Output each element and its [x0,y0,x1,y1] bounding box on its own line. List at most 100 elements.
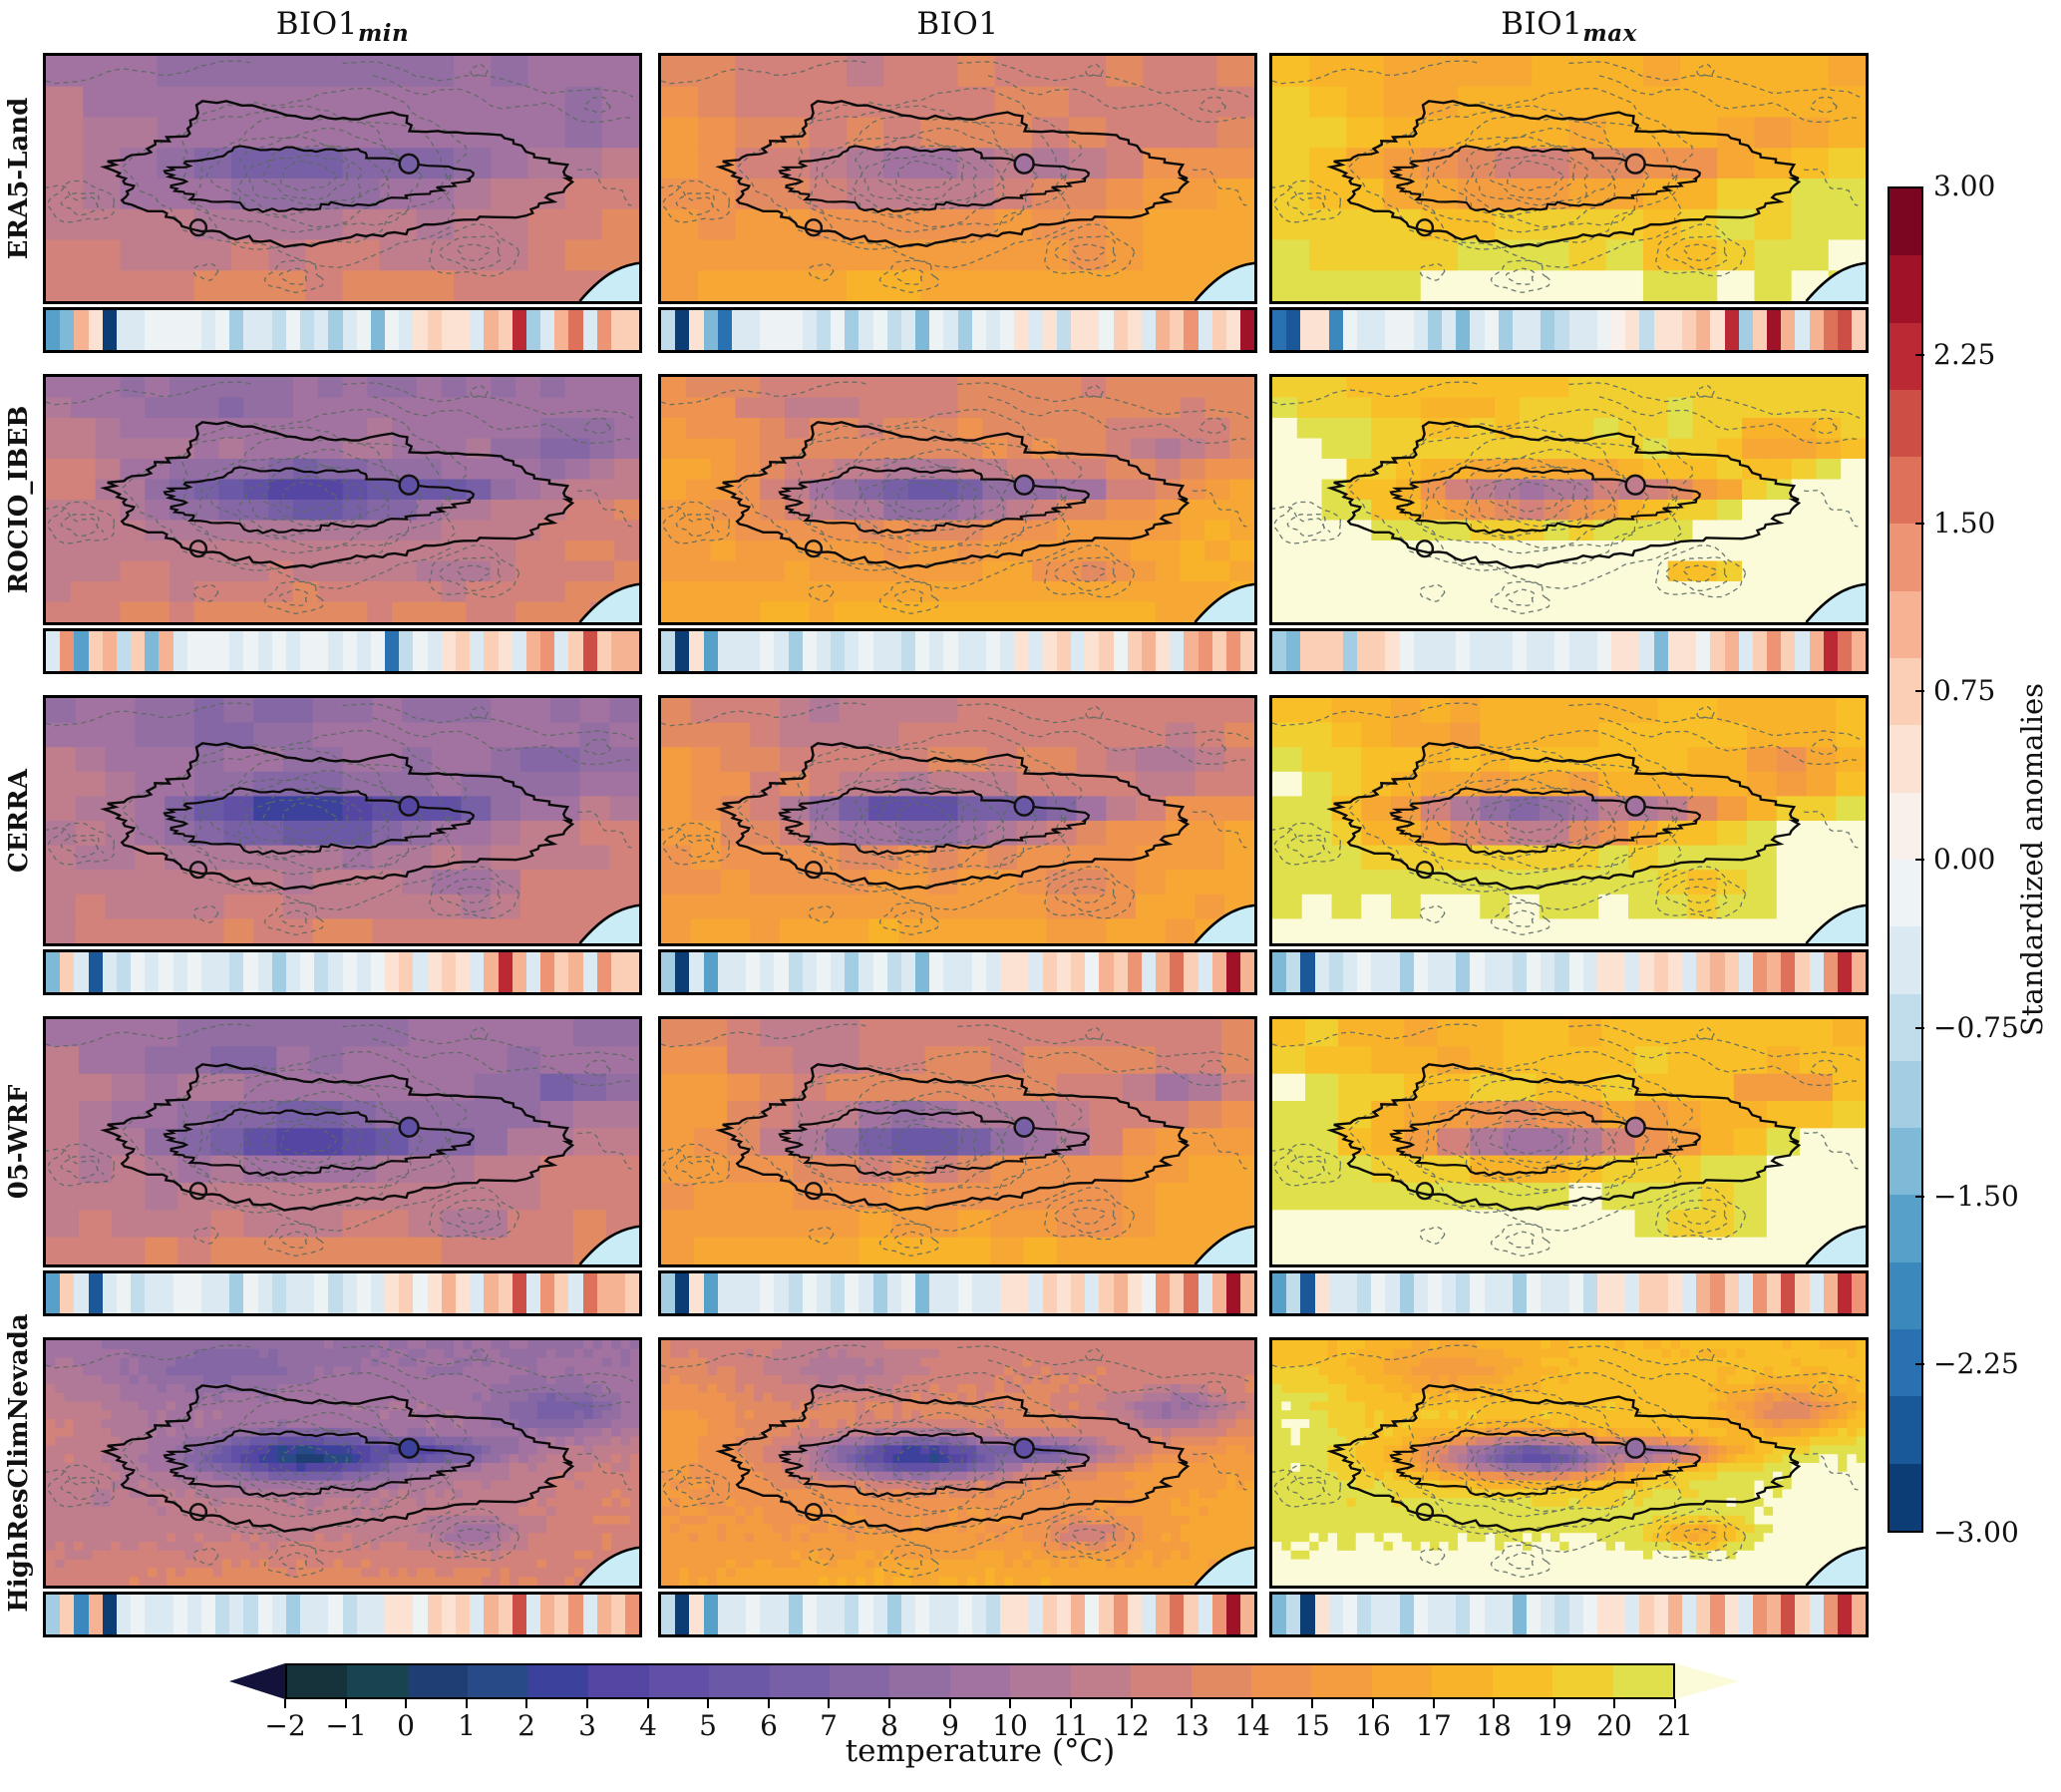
stripe-bar [540,952,555,992]
stripe-bar [1272,952,1287,992]
stripe-bar [1738,952,1753,992]
station-marker [1013,795,1035,817]
station-marker [1013,153,1035,175]
station-marker [1415,1182,1435,1201]
stripe-bar [568,631,583,671]
stripe-bar [1823,952,1838,992]
anomaly-colorbar-tick-label: 0.75 [1933,674,1996,707]
stripe-bar [1399,952,1414,992]
stripe-bar [1028,952,1043,992]
stripe-bar [1225,631,1241,671]
station-marker [1013,474,1035,496]
temperature-colorbar-tick-label: 5 [699,1709,717,1742]
stripe-bar [971,1273,986,1313]
station-marker [398,795,420,817]
elevation-contours-dashed [46,381,635,614]
stripe-bar [441,310,456,350]
stripe-bar [1000,1273,1015,1313]
sea-corner [1806,904,1866,943]
stripe-bar [675,952,690,992]
coastline [1805,261,1866,301]
stripe-bar [1357,1595,1372,1634]
temperature-colorbar-tickmark [1311,1699,1313,1708]
stripe-bar [717,310,732,350]
stripe-bar [1541,952,1555,992]
stripe-bar [1028,631,1043,671]
stripe-bar [427,310,442,350]
stripe-bar [1554,631,1569,671]
stripe-bar [717,631,732,671]
stripe-bar [1085,1273,1100,1313]
stripe-bar [675,631,690,671]
stripe-bar [1141,1273,1157,1313]
stripe-bar [74,952,89,992]
stripe-bar [831,1595,846,1634]
stripe-bar [1710,1595,1725,1634]
stripe-bar [455,310,471,350]
stripe-bar [1328,1273,1343,1313]
stripe-bar [1413,1273,1428,1313]
stripe-bar [802,1273,817,1313]
temperature-raster [1272,377,1866,622]
coastline [578,1225,639,1264]
stripe-bar [1639,1273,1654,1313]
stripe-bar [1568,631,1583,671]
temperature-raster [1272,698,1866,943]
temperature-colorbar-segment [1131,1665,1192,1697]
temperature-colorbar-tickmark [1372,1699,1374,1708]
stripe-bar [1767,952,1782,992]
stripe-bar [314,952,329,992]
stripe-bar [1611,310,1626,350]
temperature-colorbar-tick-label: 4 [639,1709,657,1742]
stripe-bar [760,310,775,350]
map-panel-cerra-bio1 [658,695,1257,946]
stripe-bar [243,631,258,671]
stripe-bar [1113,952,1128,992]
temperature-colorbar-tick-label: 16 [1355,1709,1391,1742]
stripe-bar [625,952,640,992]
stripe-bar [1113,310,1128,350]
stripe-bar [1710,631,1725,671]
stripe-bar [271,1595,286,1634]
stripe-bar [271,310,286,350]
anomaly-colorbar-segment [1889,389,1921,458]
stripe-bar [746,1595,761,1634]
stripe-bar [1809,631,1824,671]
sea-corner [1195,1226,1254,1264]
park-boundary-outline [715,1063,1191,1212]
stripe-bar [1809,1273,1824,1313]
stripe-bar [1127,631,1142,671]
stripe-bar [498,1595,513,1634]
stripe-bar [845,1595,859,1634]
stripe-bar [788,952,803,992]
map-panel-rocio-ibeb-bio1 [658,374,1257,625]
stripe-bar [1099,631,1114,671]
stripe-bar [610,1595,626,1634]
stripe-bar [74,1595,89,1634]
stripe-bar [1653,631,1668,671]
stripe-bar [1667,1273,1682,1313]
sea-corner [1195,1547,1254,1586]
stripe-bar [484,631,499,671]
stripe-bar [512,1595,526,1634]
stripe-bar [314,631,329,671]
stripe-bar [356,952,371,992]
stripe-bar [929,1273,944,1313]
stripe-bar [1170,952,1185,992]
stripe-bar [717,952,732,992]
stripe-bar [731,1273,747,1313]
stripe-bar [200,1595,216,1634]
stripe-bar [525,310,541,350]
temperature-raster [661,698,1254,943]
stripe-bar [1554,952,1569,992]
stripe-bar [512,631,526,671]
temperature-colorbar-tick-label: 9 [941,1709,959,1742]
stripe-bar [1653,952,1668,992]
column-header-main: BIO1 [275,6,358,42]
row-label-05-wrf: 05-WRF [4,1084,34,1200]
stripe-bar [413,631,428,671]
temperature-colorbar-tick-label: 15 [1294,1709,1330,1742]
stripe-bar [229,631,244,671]
stripe-bar [1456,310,1471,350]
stripe-bar [370,631,386,671]
